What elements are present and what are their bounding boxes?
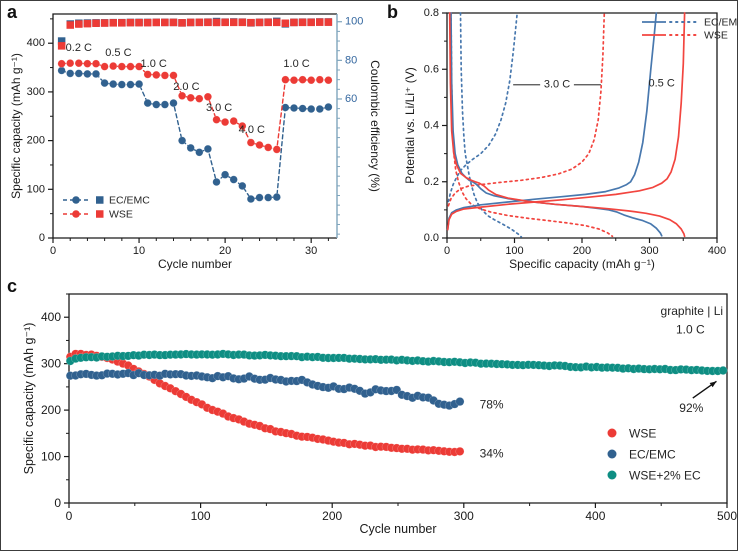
- annotations: 3.0 C 0.5 C: [513, 77, 675, 91]
- chart-text: WSE: [109, 209, 133, 221]
- series-ec-emc-0.5C-delithiation: [446, 12, 658, 231]
- chart-text: 0: [50, 245, 56, 257]
- annotation-text: 0.2 C: [66, 42, 92, 54]
- annotation-text: 4.0 C: [239, 124, 265, 136]
- panel-c: 0 100 200 300 400 500 0 100 200 300 400 Cycle numbe…: [22, 293, 737, 536]
- chart-text: 0: [66, 509, 73, 523]
- chart-text: 300: [454, 509, 474, 523]
- chart-text: 400: [41, 310, 61, 324]
- panel-b-label: b: [387, 2, 398, 22]
- chart-text: 0.8: [424, 7, 439, 19]
- x-axis-title: Cycle number: [359, 522, 436, 536]
- series-ec-emc-0.5C-lithiation: [450, 12, 663, 237]
- chart-text: WSE: [629, 427, 656, 441]
- annotation-text: 1.0 C: [283, 58, 309, 70]
- chart-text: 0.6: [424, 63, 439, 75]
- chart-text: EC/EMC: [629, 448, 676, 462]
- annotation-text: 34%: [480, 446, 504, 460]
- y-axis-title: Potential vs. Li/Li⁺ (V): [403, 67, 417, 183]
- chart-text: 100: [41, 450, 61, 464]
- chart-text: 60: [345, 93, 357, 105]
- chart-text: 100: [27, 183, 45, 195]
- annotations: 0.2 C 0.5 C 1.0 C 2.0 C 3.0 C 4.0 C 1.0 C: [66, 42, 310, 136]
- annotation-text: 1.0 C: [141, 58, 167, 70]
- chart-text: 200: [573, 245, 591, 257]
- chart-text: 200: [27, 135, 45, 147]
- y2-axis-title: Coulombic efficiency (%): [368, 60, 382, 192]
- axes: 0 100 200 300 400 500 0 100 200 300 400 Cycle numbe…: [22, 293, 737, 536]
- annotation-text: 0.5 C: [105, 47, 131, 59]
- chart-text: 0.0: [424, 232, 439, 244]
- chart-text: 200: [322, 509, 342, 523]
- chart-text: 0: [444, 245, 450, 257]
- chart-text: 300: [27, 86, 45, 98]
- chart-text: 80: [345, 54, 357, 66]
- x-axis-title: Specific capacity (mAh g⁻¹): [509, 257, 655, 271]
- chart-text: 100: [345, 16, 363, 28]
- series-wse-efficiency: [57, 18, 333, 50]
- chart-text: 400: [708, 245, 726, 257]
- chart-text: 0.4: [424, 120, 439, 132]
- y-axis-title: Specific capacity (mAh g⁻¹): [22, 323, 36, 475]
- legend: WSE EC/EMC WSE+2% EC: [607, 427, 701, 483]
- chart-text: 10: [133, 245, 145, 257]
- chart-text: 0: [39, 232, 45, 244]
- annotation-text: 1.0 C: [676, 322, 705, 336]
- x-axis-title: Cycle number: [158, 257, 232, 271]
- series-ec-emc-3.0C-lithiation: [459, 12, 523, 238]
- series-wse-3.0C-lithiation: [450, 12, 614, 238]
- chart-text: WSE+2% EC: [629, 469, 701, 483]
- chart-text: 20: [219, 245, 231, 257]
- y-axis-title: Specific capacity (mAh g⁻¹): [9, 53, 23, 199]
- annotation-text: 92%: [679, 401, 703, 415]
- series-wse-capacity: [57, 59, 333, 154]
- chart-text: 400: [27, 37, 45, 49]
- series-ec-emc-cycling: [65, 368, 465, 411]
- chart-text: 100: [505, 245, 523, 257]
- annotation-text: 0.5 C: [649, 77, 675, 89]
- series-wse-cycling: [65, 349, 465, 457]
- legend: EC/EMC WSE: [63, 195, 150, 221]
- panel-c-label: c: [7, 276, 18, 296]
- chart-text: 0: [54, 496, 61, 510]
- chart-text: 300: [640, 245, 658, 257]
- chart-text: 30: [305, 245, 317, 257]
- chart-text: WSE: [704, 30, 728, 42]
- annotation-text: 3.0 C: [206, 102, 232, 114]
- series-wse-2pct-ec-cycling: [65, 349, 728, 376]
- chart-text: 300: [41, 357, 61, 371]
- annotation-text: graphite | Li: [661, 304, 724, 318]
- chart-text: EC/EMC: [109, 195, 150, 207]
- series-ec-emc-capacity: [57, 66, 333, 204]
- annotation-text: 2.0 C: [173, 81, 199, 93]
- annotation-text: 78%: [480, 398, 504, 412]
- chart-text: 100: [191, 509, 211, 523]
- axes: 0 100 200 300 400 0.0 0.2 0.4 0.6 0.8 Specific cap…: [403, 7, 726, 271]
- chart-text: EC/EMC: [704, 17, 738, 29]
- chart-text: 0.2: [424, 176, 439, 188]
- annotations: graphite | Li 1.0 C 78% 34% 92%: [480, 304, 723, 460]
- series-wse-3.0C-delithiation: [447, 12, 606, 207]
- arrow-icon: [709, 381, 717, 388]
- chart-text: 400: [585, 509, 605, 523]
- chart-text: 500: [717, 509, 737, 523]
- series-wse-0.5C-delithiation: [446, 12, 686, 231]
- series-wse-0.5C-lithiation: [448, 12, 686, 238]
- panel-b: 0 100 200 300 400 0.0 0.2 0.4 0.6 0.8 Specific cap…: [403, 7, 738, 271]
- chart-text: 200: [41, 403, 61, 417]
- annotation-text: 3.0 C: [544, 79, 570, 91]
- panel-a-label: a: [7, 2, 18, 22]
- series-ec-emc-3.0C-delithiation: [447, 12, 519, 203]
